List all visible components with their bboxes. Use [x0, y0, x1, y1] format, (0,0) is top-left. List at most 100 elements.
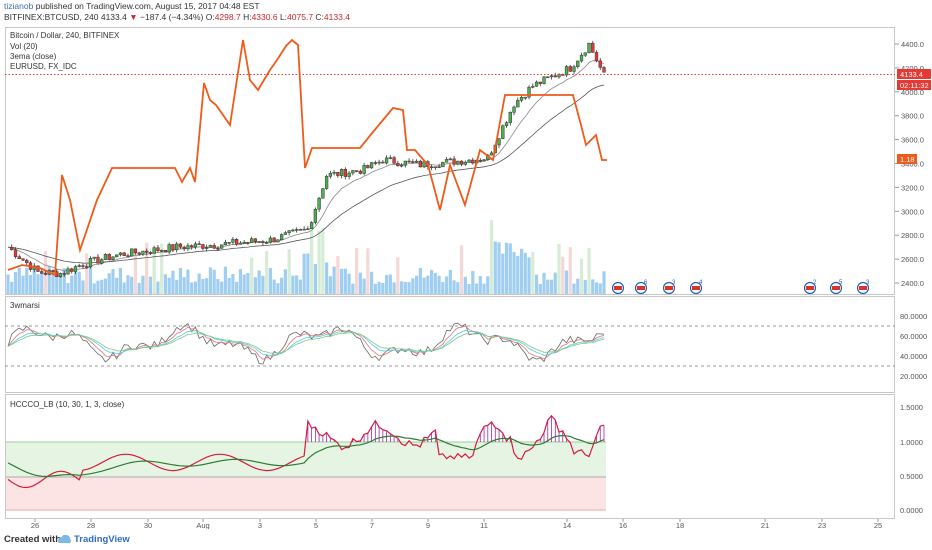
- volume-bar: [253, 277, 257, 294]
- candle-body: [25, 259, 29, 264]
- candle-body: [193, 243, 198, 248]
- volume-bar: [291, 275, 295, 294]
- candle-body: [508, 111, 512, 123]
- volume-bar: [538, 283, 542, 294]
- volume-bar: [126, 275, 130, 294]
- volume-bar: [471, 270, 475, 294]
- volume-bar: [118, 267, 123, 294]
- legend-volume: Vol (20): [10, 42, 38, 51]
- volume-bar: [17, 267, 21, 294]
- volume-bar: [21, 275, 25, 294]
- hccco-pane-title: HCCCO_LB (10, 30, 1, 3, close): [10, 400, 125, 409]
- candle-body: [369, 162, 374, 169]
- volume-bar: [201, 279, 205, 294]
- close-value: 4133.4: [323, 12, 350, 22]
- candle-body: [579, 54, 584, 62]
- candle-body: [178, 243, 183, 248]
- event-flag-stripe: [806, 286, 814, 290]
- hccco-bear-zone: [6, 477, 606, 510]
- time-tick-label: 18: [676, 521, 684, 529]
- candle-body: [66, 268, 70, 275]
- volume-bar: [328, 276, 332, 294]
- volume-bar: [246, 273, 250, 294]
- volume-bar: [47, 266, 51, 294]
- volume-bar: [167, 277, 171, 294]
- candle-body: [257, 241, 261, 243]
- rsi-pane[interactable]: 3wmarsi 80.0000 60.0000 40.0000 20.0000: [5, 301, 927, 381]
- candle-body: [246, 241, 250, 244]
- legend-3ema: 3ema (close): [10, 52, 57, 61]
- volume-bar: [568, 247, 572, 294]
- volume-bar: [137, 282, 141, 294]
- volume-bar: [444, 276, 449, 294]
- volume-bar: [272, 279, 276, 294]
- volume-bar: [343, 268, 347, 294]
- volume-bar: [527, 257, 531, 294]
- candle-body: [317, 197, 321, 210]
- event-flag-stripe: [614, 286, 622, 290]
- volume-bar: [392, 282, 396, 294]
- candle-body: [103, 254, 108, 260]
- candle-body: [276, 239, 280, 243]
- candle-body: [523, 96, 527, 99]
- volume-bar: [73, 272, 78, 294]
- candle-body: [377, 161, 381, 164]
- candle-body: [549, 75, 554, 78]
- candle-body: [96, 256, 100, 264]
- volume-bar: [598, 283, 602, 294]
- eurusd-badge: [897, 154, 917, 164]
- candle-body: [205, 247, 209, 249]
- countdown-badge-text: 02:11:32: [900, 81, 929, 90]
- candle-body: [381, 161, 385, 164]
- volume-bar: [160, 243, 164, 294]
- eurusd-overlay-line: [7, 38, 607, 277]
- volume-bar: [437, 275, 441, 294]
- rsi-line: [7, 332, 605, 354]
- candle-body: [448, 158, 452, 161]
- volume-bar: [553, 272, 557, 294]
- candle-body: [264, 242, 269, 244]
- price-tick-label: 3200.0: [901, 183, 924, 192]
- economic-events[interactable]: 6 3 4 2 5 3: [611, 280, 871, 295]
- hccco-lines: [7, 414, 605, 489]
- volume-bar: [238, 269, 243, 294]
- candle-body: [141, 250, 145, 255]
- open-label: O:: [205, 12, 215, 22]
- volume-bar: [542, 272, 546, 294]
- candle-body: [403, 160, 407, 166]
- candle-body: [238, 242, 243, 245]
- volume-bar: [261, 275, 265, 294]
- main-price-pane[interactable]: 6 3 4 2 5 3 Bitcoin / Dollar, 240, BITFINEX V…: [5, 31, 931, 295]
- volume-bar: [388, 274, 392, 294]
- hccco-pane[interactable]: HCCCO_LB (10, 30, 1, 3, close) 1.5000 1.…: [6, 400, 923, 515]
- time-tick-label: 16: [619, 521, 627, 529]
- candle-body: [122, 252, 126, 256]
- volume-bar: [51, 272, 55, 294]
- candle-body: [309, 222, 314, 230]
- author-link[interactable]: tizianob: [4, 1, 34, 11]
- candle-body: [51, 270, 55, 272]
- candle-body: [534, 81, 539, 87]
- hccco-bull-zone: [6, 442, 606, 477]
- tradingview-brand[interactable]: TradingView: [74, 534, 130, 545]
- volume-bar: [130, 276, 134, 294]
- volume-bar: [310, 230, 314, 294]
- candle-body: [587, 42, 591, 53]
- candle-body: [501, 125, 505, 139]
- candle-body: [531, 85, 535, 88]
- candle-body: [482, 159, 486, 161]
- volume-bar: [591, 279, 595, 294]
- candle-body: [576, 60, 580, 67]
- candle-body: [568, 66, 572, 72]
- candle-body: [351, 170, 355, 174]
- candle-body: [190, 245, 194, 248]
- candle-body: [396, 163, 400, 167]
- candle-body: [407, 160, 411, 163]
- volume-bar: [362, 278, 366, 294]
- candle-body: [583, 52, 587, 56]
- volume-bar: [96, 280, 100, 294]
- time-axis[interactable]: 26 28 30 Aug 3 5 7 9 11 14 16 18 21 23 25: [31, 519, 882, 529]
- candle-body: [107, 254, 111, 261]
- event-flag-stripe: [692, 286, 700, 290]
